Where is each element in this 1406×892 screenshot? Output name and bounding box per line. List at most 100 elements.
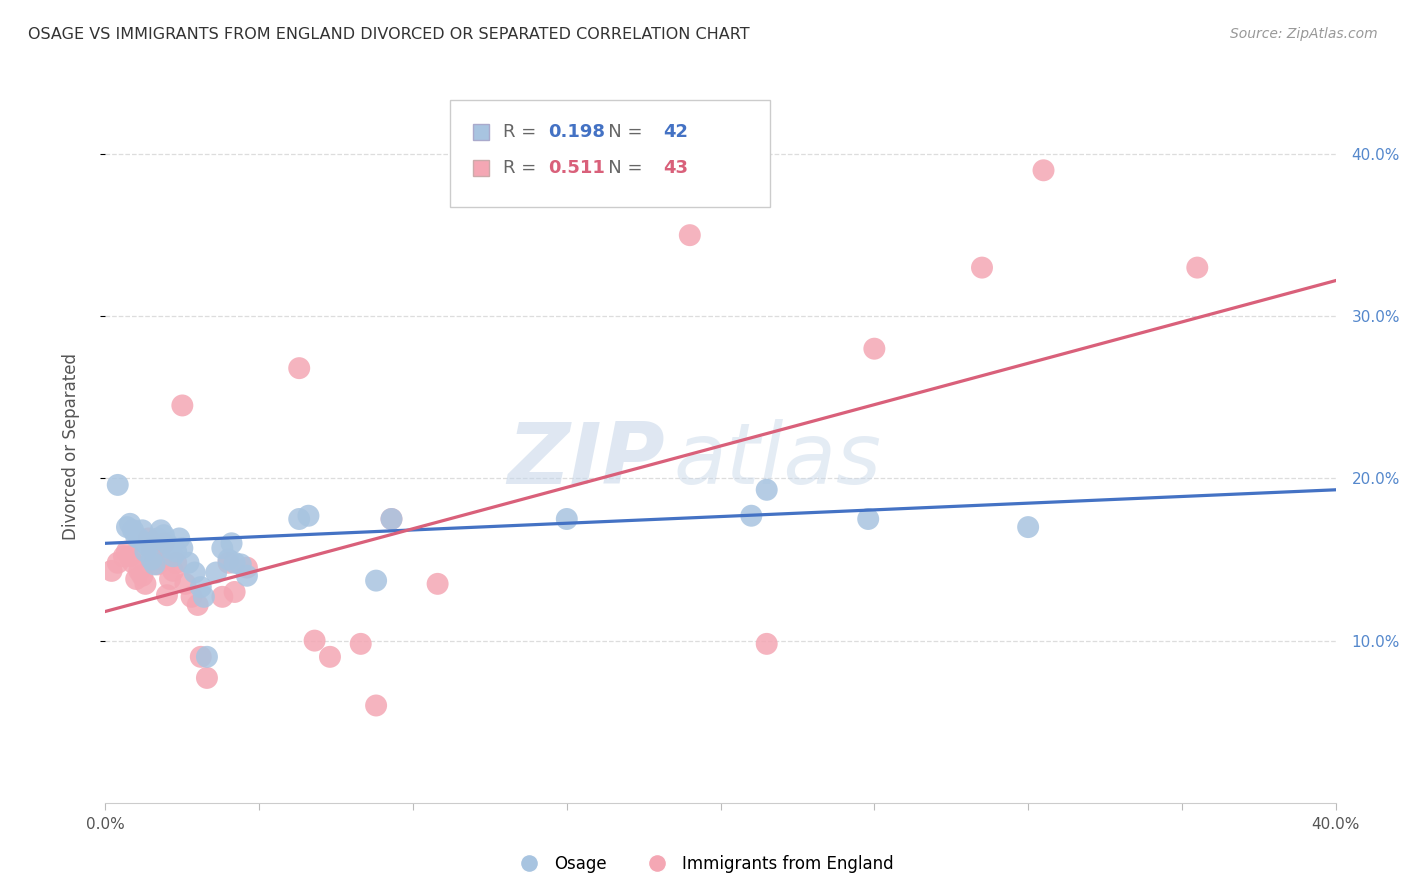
Point: [380, 512, 402, 526]
Point: [149, 552, 172, 566]
FancyBboxPatch shape: [450, 100, 770, 207]
Point: [288, 361, 311, 376]
Point: [112, 549, 135, 564]
Point: [134, 577, 156, 591]
Point: [740, 508, 762, 523]
Point: [1017, 520, 1039, 534]
Text: 42: 42: [662, 123, 688, 141]
Point: [1187, 260, 1209, 275]
Point: [221, 536, 243, 550]
Point: [218, 556, 240, 570]
Point: [138, 532, 160, 546]
Point: [350, 637, 373, 651]
Point: [146, 558, 169, 572]
Point: [195, 649, 218, 664]
Point: [183, 566, 205, 580]
Point: [218, 552, 240, 566]
Point: [120, 516, 141, 531]
Point: [187, 598, 209, 612]
Text: R =: R =: [503, 159, 541, 177]
Point: [134, 544, 156, 558]
Point: [304, 633, 326, 648]
Point: [172, 541, 194, 556]
Point: [195, 671, 218, 685]
Point: [143, 558, 166, 572]
Point: [297, 508, 319, 523]
Point: [165, 544, 187, 558]
Point: [153, 528, 176, 542]
Text: 0.198: 0.198: [548, 123, 606, 141]
Point: [177, 556, 200, 570]
Point: [366, 698, 388, 713]
Text: N =: N =: [592, 159, 648, 177]
Point: [141, 552, 163, 566]
Point: [128, 564, 150, 578]
Point: [190, 649, 212, 664]
Point: [162, 549, 184, 564]
Point: [755, 637, 778, 651]
Point: [149, 524, 172, 538]
Point: [190, 580, 212, 594]
Text: Source: ZipAtlas.com: Source: ZipAtlas.com: [1230, 27, 1378, 41]
Text: ZIP: ZIP: [508, 418, 665, 502]
Point: [224, 585, 246, 599]
Point: [156, 588, 179, 602]
Text: atlas: atlas: [673, 418, 882, 502]
Point: [122, 524, 145, 538]
Point: [165, 556, 187, 570]
Point: [224, 556, 246, 570]
Point: [143, 552, 166, 566]
Point: [156, 536, 179, 550]
Point: [1032, 163, 1054, 178]
Point: [205, 566, 228, 580]
Text: N =: N =: [592, 123, 648, 141]
Point: [153, 536, 176, 550]
Point: [107, 478, 129, 492]
Point: [236, 568, 259, 582]
Point: [858, 512, 880, 526]
Point: [120, 549, 141, 564]
Text: OSAGE VS IMMIGRANTS FROM ENGLAND DIVORCED OR SEPARATED CORRELATION CHART: OSAGE VS IMMIGRANTS FROM ENGLAND DIVORCE…: [28, 27, 749, 42]
Point: [229, 558, 252, 572]
Text: R =: R =: [503, 123, 541, 141]
Point: [236, 560, 259, 574]
Point: [555, 512, 578, 526]
Point: [115, 520, 138, 534]
Point: [100, 564, 122, 578]
Point: [288, 512, 311, 526]
Point: [125, 572, 148, 586]
Point: [970, 260, 993, 275]
Text: 43: 43: [662, 159, 688, 177]
Point: [162, 564, 184, 578]
Point: [115, 544, 138, 558]
Point: [366, 574, 388, 588]
Point: [755, 483, 778, 497]
Point: [169, 532, 191, 546]
Point: [122, 556, 145, 570]
Y-axis label: Divorced or Separated: Divorced or Separated: [62, 352, 80, 540]
Point: [863, 342, 886, 356]
Point: [193, 590, 215, 604]
Point: [679, 228, 702, 243]
Point: [172, 399, 194, 413]
Point: [125, 530, 148, 544]
Point: [131, 568, 153, 582]
Point: [319, 649, 342, 664]
Point: [138, 540, 160, 554]
Point: [211, 541, 233, 556]
Point: [141, 544, 163, 558]
Point: [146, 532, 169, 546]
Point: [128, 532, 150, 546]
Point: [426, 577, 449, 591]
Point: [107, 556, 129, 570]
Point: [159, 572, 181, 586]
Legend: Osage, Immigrants from England: Osage, Immigrants from England: [506, 848, 900, 880]
Point: [159, 541, 181, 556]
Point: [174, 577, 197, 591]
Point: [380, 512, 402, 526]
Point: [134, 536, 156, 550]
Point: [131, 524, 153, 538]
Point: [180, 590, 202, 604]
Point: [211, 590, 233, 604]
Text: 0.511: 0.511: [548, 159, 605, 177]
